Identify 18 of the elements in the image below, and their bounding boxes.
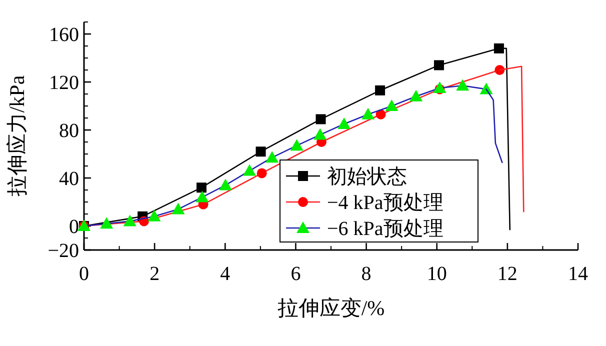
x-tick-label: 12 [497,263,518,285]
x-tick-label: 6 [290,263,301,285]
x-tick-label: 14 [568,263,588,285]
x-tick-label: 4 [220,263,230,285]
y-tick-label: 120 [49,72,79,94]
legend-label: −6 kPa预处理 [327,218,444,240]
x-tick-label: 10 [426,263,447,285]
y-tick-label: 160 [49,24,79,46]
x-tick-label: 2 [150,263,160,285]
y-axis-title: 拉伸应力/kPa [5,74,29,197]
legend-label: 初始状态 [327,166,407,188]
y-tick-label: 40 [59,168,79,190]
x-axis-title: 拉伸应变/% [277,296,385,320]
y-tick-label: 80 [59,120,79,142]
legend-label: −4 kPa预处理 [327,192,444,214]
y-tick-label: 0 [69,216,79,238]
y-tick-label: −20 [48,240,79,262]
x-tick-label: 8 [361,263,372,285]
